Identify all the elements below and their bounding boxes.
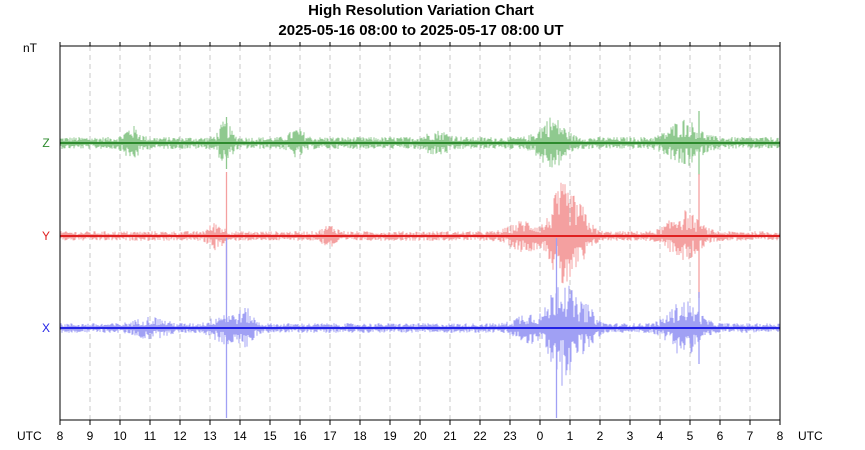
series-labels: Z Y X	[42, 136, 50, 335]
x-tick-label: 13	[203, 429, 217, 443]
x-tick-label: 15	[263, 429, 277, 443]
x-tick-label: 1	[567, 429, 574, 443]
x-tick-label: 21	[443, 429, 457, 443]
chart-subtitle: 2025-05-16 08:00 to 2025-05-17 08:00 UT	[278, 22, 563, 39]
x-tick-label: 2	[597, 429, 604, 443]
x-tick-label: 4	[657, 429, 664, 443]
x-axis-ticks: 8 9 10 11 12 13 14 15 16 17 18 19 20 21 22 23 0 1 2 3 4 5 6 7 8	[57, 42, 784, 443]
x-tick-label: 3	[627, 429, 634, 443]
series-label-y: Y	[42, 229, 50, 243]
series-label-z: Z	[42, 136, 49, 150]
x-tick-label: 14	[233, 429, 247, 443]
series-noise-band	[60, 182, 780, 284]
x-tick-label: 19	[383, 429, 397, 443]
x-axis-label-right: UTC	[798, 429, 823, 443]
x-tick-label: 6	[717, 429, 724, 443]
x-tick-label: 8	[57, 429, 64, 443]
x-tick-label: 11	[144, 429, 157, 443]
x-tick-label: 23	[503, 429, 517, 443]
series-label-x: X	[42, 321, 50, 335]
x-tick-label: 22	[473, 429, 487, 443]
x-tick-label: 5	[687, 429, 694, 443]
x-tick-label: 7	[747, 429, 754, 443]
x-axis-label-left: UTC	[17, 429, 42, 443]
x-tick-label: 10	[113, 429, 127, 443]
x-tick-label: 12	[173, 429, 187, 443]
x-tick-label: 9	[87, 429, 94, 443]
x-tick-label: 20	[413, 429, 427, 443]
x-tick-label: 8	[777, 429, 784, 443]
x-tick-label: 16	[293, 429, 307, 443]
series-x	[60, 238, 780, 418]
x-tick-label: 17	[323, 429, 337, 443]
traces	[60, 111, 780, 418]
y-axis-unit: nT	[23, 41, 38, 55]
x-tick-label: 18	[353, 429, 367, 443]
series-z	[60, 111, 780, 175]
gridlines	[89, 46, 751, 420]
x-tick-label: 0	[537, 429, 544, 443]
chart-title: High Resolution Variation Chart	[308, 2, 534, 19]
